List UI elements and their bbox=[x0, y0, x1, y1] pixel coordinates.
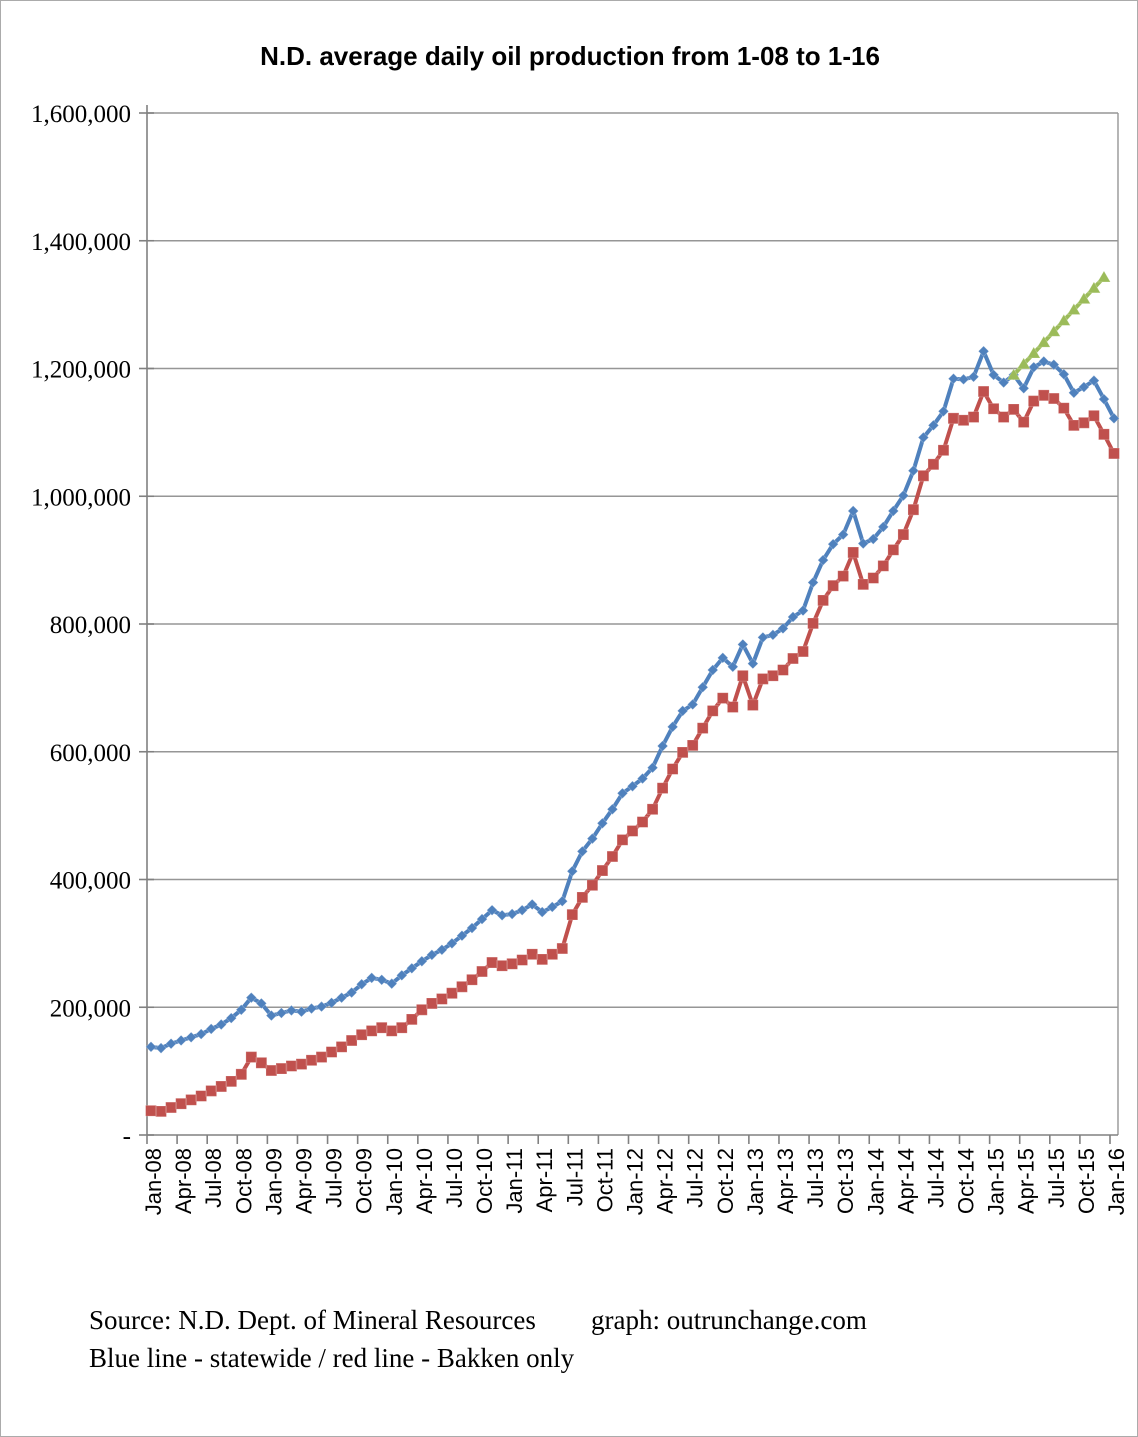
series-markers-Bakken-only bbox=[145, 385, 1120, 1118]
chart-footer: Source: N.D. Dept. of Mineral Resources … bbox=[89, 1301, 1069, 1377]
x-axis-label: Jul-15 bbox=[1044, 1148, 1069, 1208]
series-line-statewide bbox=[149, 349, 1116, 1051]
x-axis-label: Jan-08 bbox=[141, 1148, 166, 1215]
y-axis-label: 600,000 bbox=[50, 740, 131, 767]
x-axis-label: Jan-12 bbox=[623, 1148, 648, 1215]
x-axis-label: Oct-09 bbox=[352, 1148, 377, 1214]
x-axis-label: Oct-12 bbox=[713, 1148, 738, 1214]
y-axis-label: 1,600,000 bbox=[31, 101, 131, 128]
x-axis-label: Apr-08 bbox=[171, 1148, 196, 1214]
y-axis-label: 400,000 bbox=[50, 868, 131, 895]
oil-production-chart: - 200,000 400,000 600,000 800,000 1,000,000 1,… bbox=[31, 101, 1129, 1215]
x-axis-label: Oct-10 bbox=[472, 1148, 497, 1214]
x-axis-label: Jul-08 bbox=[201, 1148, 226, 1208]
x-axis-label: Jan-10 bbox=[382, 1148, 407, 1215]
y-axis-label: 1,200,000 bbox=[31, 357, 131, 384]
x-axis-label: Jul-10 bbox=[442, 1148, 467, 1208]
x-axis-label: Apr-12 bbox=[653, 1148, 678, 1214]
y-axis-label: 1,000,000 bbox=[31, 484, 131, 511]
series-line-trend-projection bbox=[1011, 275, 1106, 377]
credit-text: graph: outrunchange.com bbox=[591, 1305, 867, 1335]
x-axis-label: Jan-13 bbox=[743, 1148, 768, 1215]
chart-title: N.D. average daily oil production from 1… bbox=[260, 41, 880, 71]
x-axis-label: Apr-14 bbox=[893, 1148, 918, 1214]
x-axis-label: Oct-11 bbox=[592, 1148, 617, 1212]
x-axis-label: Apr-13 bbox=[773, 1148, 798, 1214]
series-markers-statewide bbox=[145, 345, 1120, 1054]
x-axis-label: Jan-11 bbox=[502, 1148, 527, 1214]
x-axis-label: Oct-14 bbox=[954, 1148, 979, 1214]
x-axis-label: Apr-11 bbox=[532, 1148, 557, 1212]
source-text: Source: N.D. Dept. of Mineral Resources bbox=[89, 1305, 536, 1335]
x-axis-label: Jan-09 bbox=[261, 1148, 286, 1215]
y-axis-label: 200,000 bbox=[50, 995, 131, 1022]
x-axis-label: Jul-12 bbox=[683, 1148, 708, 1208]
x-axis-label: Jul-13 bbox=[803, 1148, 828, 1208]
y-axis-label: - bbox=[123, 1123, 131, 1150]
x-axis-label: Jan-15 bbox=[984, 1148, 1009, 1215]
series-markers-trend-projection bbox=[1006, 270, 1112, 381]
x-axis-label: Jul-09 bbox=[322, 1148, 347, 1208]
x-axis-label: Jan-14 bbox=[863, 1148, 888, 1215]
x-axis-label: Apr-15 bbox=[1014, 1148, 1039, 1214]
x-axis-label: Oct-13 bbox=[833, 1148, 858, 1214]
x-axis-label: Jul-11 bbox=[562, 1148, 587, 1206]
y-axis-label: 800,000 bbox=[50, 612, 131, 639]
x-axis-label: Oct-15 bbox=[1074, 1148, 1099, 1214]
x-axis-label: Apr-10 bbox=[412, 1148, 437, 1214]
x-axis-label: Apr-09 bbox=[291, 1148, 316, 1214]
x-axis-label: Oct-08 bbox=[231, 1148, 256, 1214]
x-axis-label: Jul-14 bbox=[923, 1148, 948, 1208]
y-axis-label: 1,400,000 bbox=[31, 229, 131, 256]
footer-line-1: Source: N.D. Dept. of Mineral Resources … bbox=[89, 1301, 1069, 1339]
legend-text: Blue line - statewide / red line - Bakke… bbox=[89, 1343, 575, 1373]
x-axis-label: Jan-16 bbox=[1104, 1148, 1129, 1215]
